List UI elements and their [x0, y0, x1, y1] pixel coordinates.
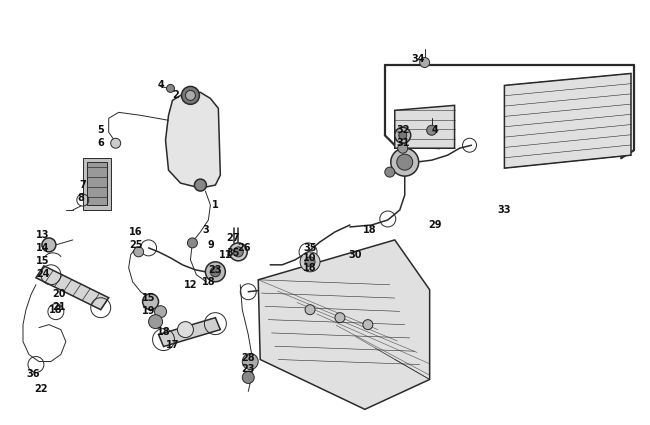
Circle shape	[396, 154, 413, 170]
Text: 7: 7	[79, 180, 86, 190]
Circle shape	[395, 127, 411, 143]
Text: 18: 18	[157, 326, 170, 337]
Circle shape	[420, 57, 430, 68]
Text: 32: 32	[396, 125, 410, 135]
Text: 16: 16	[129, 227, 142, 237]
Circle shape	[229, 243, 247, 261]
Text: 10: 10	[304, 253, 317, 263]
Text: 21: 21	[52, 302, 66, 312]
Text: 36: 36	[26, 369, 40, 380]
Text: 24: 24	[36, 269, 49, 279]
Polygon shape	[159, 317, 220, 346]
Text: 15: 15	[142, 293, 155, 303]
Text: 28: 28	[241, 352, 255, 363]
Text: 31: 31	[396, 138, 410, 148]
Circle shape	[205, 262, 226, 282]
Circle shape	[181, 86, 200, 105]
Circle shape	[177, 322, 194, 337]
Circle shape	[155, 306, 166, 317]
Text: 17: 17	[166, 340, 179, 350]
Polygon shape	[258, 240, 430, 409]
Circle shape	[305, 305, 315, 314]
Circle shape	[42, 238, 56, 252]
Text: 18: 18	[49, 305, 62, 314]
Circle shape	[134, 247, 144, 257]
Text: 29: 29	[428, 220, 441, 230]
Circle shape	[305, 257, 315, 267]
Circle shape	[111, 138, 121, 148]
Text: 18: 18	[202, 277, 215, 287]
Circle shape	[335, 313, 345, 323]
Circle shape	[398, 131, 407, 139]
Polygon shape	[166, 92, 220, 188]
Text: 13: 13	[36, 230, 49, 240]
Text: 4: 4	[157, 80, 164, 91]
Text: 23: 23	[209, 265, 222, 275]
Circle shape	[242, 371, 254, 383]
Text: 1: 1	[212, 200, 219, 210]
Circle shape	[385, 167, 395, 177]
Text: 12: 12	[184, 280, 197, 290]
Circle shape	[391, 148, 419, 176]
Text: 33: 33	[498, 205, 511, 215]
Polygon shape	[395, 105, 454, 148]
Text: 15: 15	[36, 256, 49, 266]
Text: 4: 4	[431, 125, 438, 135]
Text: 5: 5	[98, 125, 104, 135]
Text: 23: 23	[242, 365, 255, 374]
Text: 18: 18	[363, 225, 376, 235]
Polygon shape	[36, 266, 109, 310]
Text: 35: 35	[304, 243, 317, 253]
Polygon shape	[504, 74, 631, 168]
Text: 3: 3	[202, 225, 209, 235]
Text: 25: 25	[129, 240, 142, 250]
Circle shape	[233, 247, 243, 257]
Circle shape	[194, 179, 207, 191]
Polygon shape	[87, 162, 107, 205]
Text: 9: 9	[207, 240, 214, 250]
Text: 14: 14	[36, 243, 49, 253]
Text: 34: 34	[411, 54, 424, 63]
Circle shape	[149, 314, 162, 329]
Circle shape	[426, 125, 437, 135]
Text: 8: 8	[77, 193, 84, 203]
Text: 35: 35	[227, 248, 240, 258]
Circle shape	[166, 85, 174, 92]
Text: 30: 30	[348, 250, 361, 260]
Text: 2: 2	[172, 91, 179, 100]
Text: 26: 26	[237, 243, 251, 253]
Text: 22: 22	[34, 385, 47, 394]
Text: 27: 27	[227, 233, 240, 243]
Circle shape	[187, 238, 198, 248]
Circle shape	[211, 267, 220, 277]
Text: 18: 18	[304, 263, 317, 273]
Text: 11: 11	[218, 250, 232, 260]
Circle shape	[363, 320, 373, 330]
Polygon shape	[83, 158, 110, 210]
Circle shape	[398, 143, 408, 153]
Circle shape	[300, 252, 320, 272]
Circle shape	[242, 354, 258, 369]
Text: 20: 20	[52, 289, 66, 299]
Circle shape	[185, 91, 196, 100]
Text: 19: 19	[142, 306, 155, 316]
Circle shape	[142, 294, 159, 310]
Text: 6: 6	[98, 138, 104, 148]
